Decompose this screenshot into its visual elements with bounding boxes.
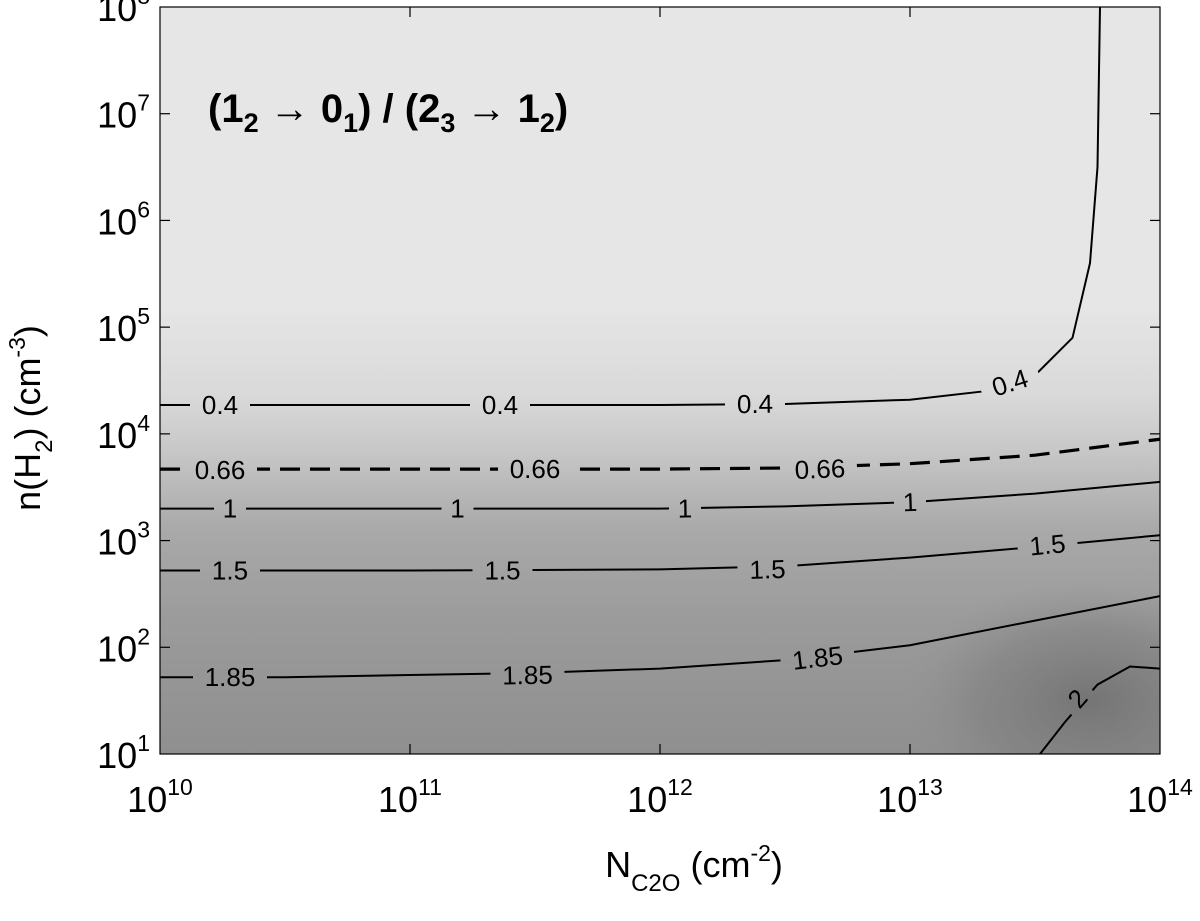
title-subscript: 3	[440, 108, 455, 138]
x-tick-label: 1012	[627, 774, 693, 820]
plot-dark-region	[900, 580, 1160, 754]
plot-area	[160, 7, 1160, 754]
contour-label: 1.85	[791, 640, 845, 676]
title-subscript: 2	[244, 108, 259, 138]
contour-line	[1039, 665, 1160, 754]
title-part: )	[555, 87, 568, 131]
contour-label: 1.5	[749, 554, 786, 585]
contour-label: 0.4	[482, 390, 518, 420]
y-axis-title: n(H2) (cm-3)	[4, 325, 58, 511]
y-tick-label: 103	[97, 517, 150, 563]
title-part: → 1	[455, 87, 539, 131]
y-tick-label: 102	[97, 623, 150, 669]
y-tick-label: 108	[97, 0, 150, 29]
contour-label: 1.85	[205, 662, 256, 692]
x-tick-label: 1011	[378, 774, 442, 820]
title-subscript: 1	[343, 108, 358, 138]
contour-line	[160, 7, 1101, 406]
contour-label: 1.5	[484, 555, 520, 585]
x-tick-label: 1014	[1127, 774, 1193, 820]
y-tick-label: 107	[97, 90, 150, 136]
contour-label: 0.66	[510, 454, 561, 484]
chart-title: (12 → 01) / (23 → 12)	[208, 87, 568, 138]
x-tick-label: 1010	[127, 774, 193, 820]
contour-label: 1	[902, 487, 918, 517]
x-tick-label: 1013	[877, 774, 943, 820]
contour-line	[160, 480, 1160, 510]
title-part: ) / (2	[358, 87, 440, 131]
contour-label: 1.85	[502, 660, 553, 691]
y-tick-label: 105	[97, 303, 150, 349]
x-axis-title: NC2O (cm-2)	[605, 840, 783, 897]
contour-line	[160, 437, 1160, 471]
contour-label: 1	[678, 493, 693, 523]
contour-label: 0.4	[737, 389, 773, 419]
y-axis-ticks	[160, 113, 1160, 648]
contour-label: 1	[450, 494, 464, 524]
y-tick-label: 104	[97, 410, 150, 456]
contour-label: 0.4	[202, 390, 238, 420]
y-tick-label: 101	[97, 730, 150, 776]
title-subscript: 2	[540, 108, 555, 138]
contour-label: 1	[223, 494, 237, 524]
contour-lines	[160, 7, 1160, 754]
title-part: (1	[208, 87, 244, 131]
contour-label: 1.5	[212, 555, 248, 585]
contour-label: 1.5	[1028, 528, 1067, 561]
contour-line	[160, 595, 1160, 679]
title-part: → 0	[259, 87, 343, 131]
y-tick-label: 106	[97, 196, 150, 242]
contour-line	[160, 534, 1160, 572]
contour-label: 0.66	[794, 453, 846, 485]
x-axis-ticks	[409, 7, 911, 754]
y-axis-tick-labels: 101 102 103 104 105 106 107 108	[97, 0, 150, 776]
contour-label: 0.66	[195, 455, 246, 485]
x-axis-tick-labels: 1010 1011 1012 1013 1014	[127, 774, 1193, 820]
